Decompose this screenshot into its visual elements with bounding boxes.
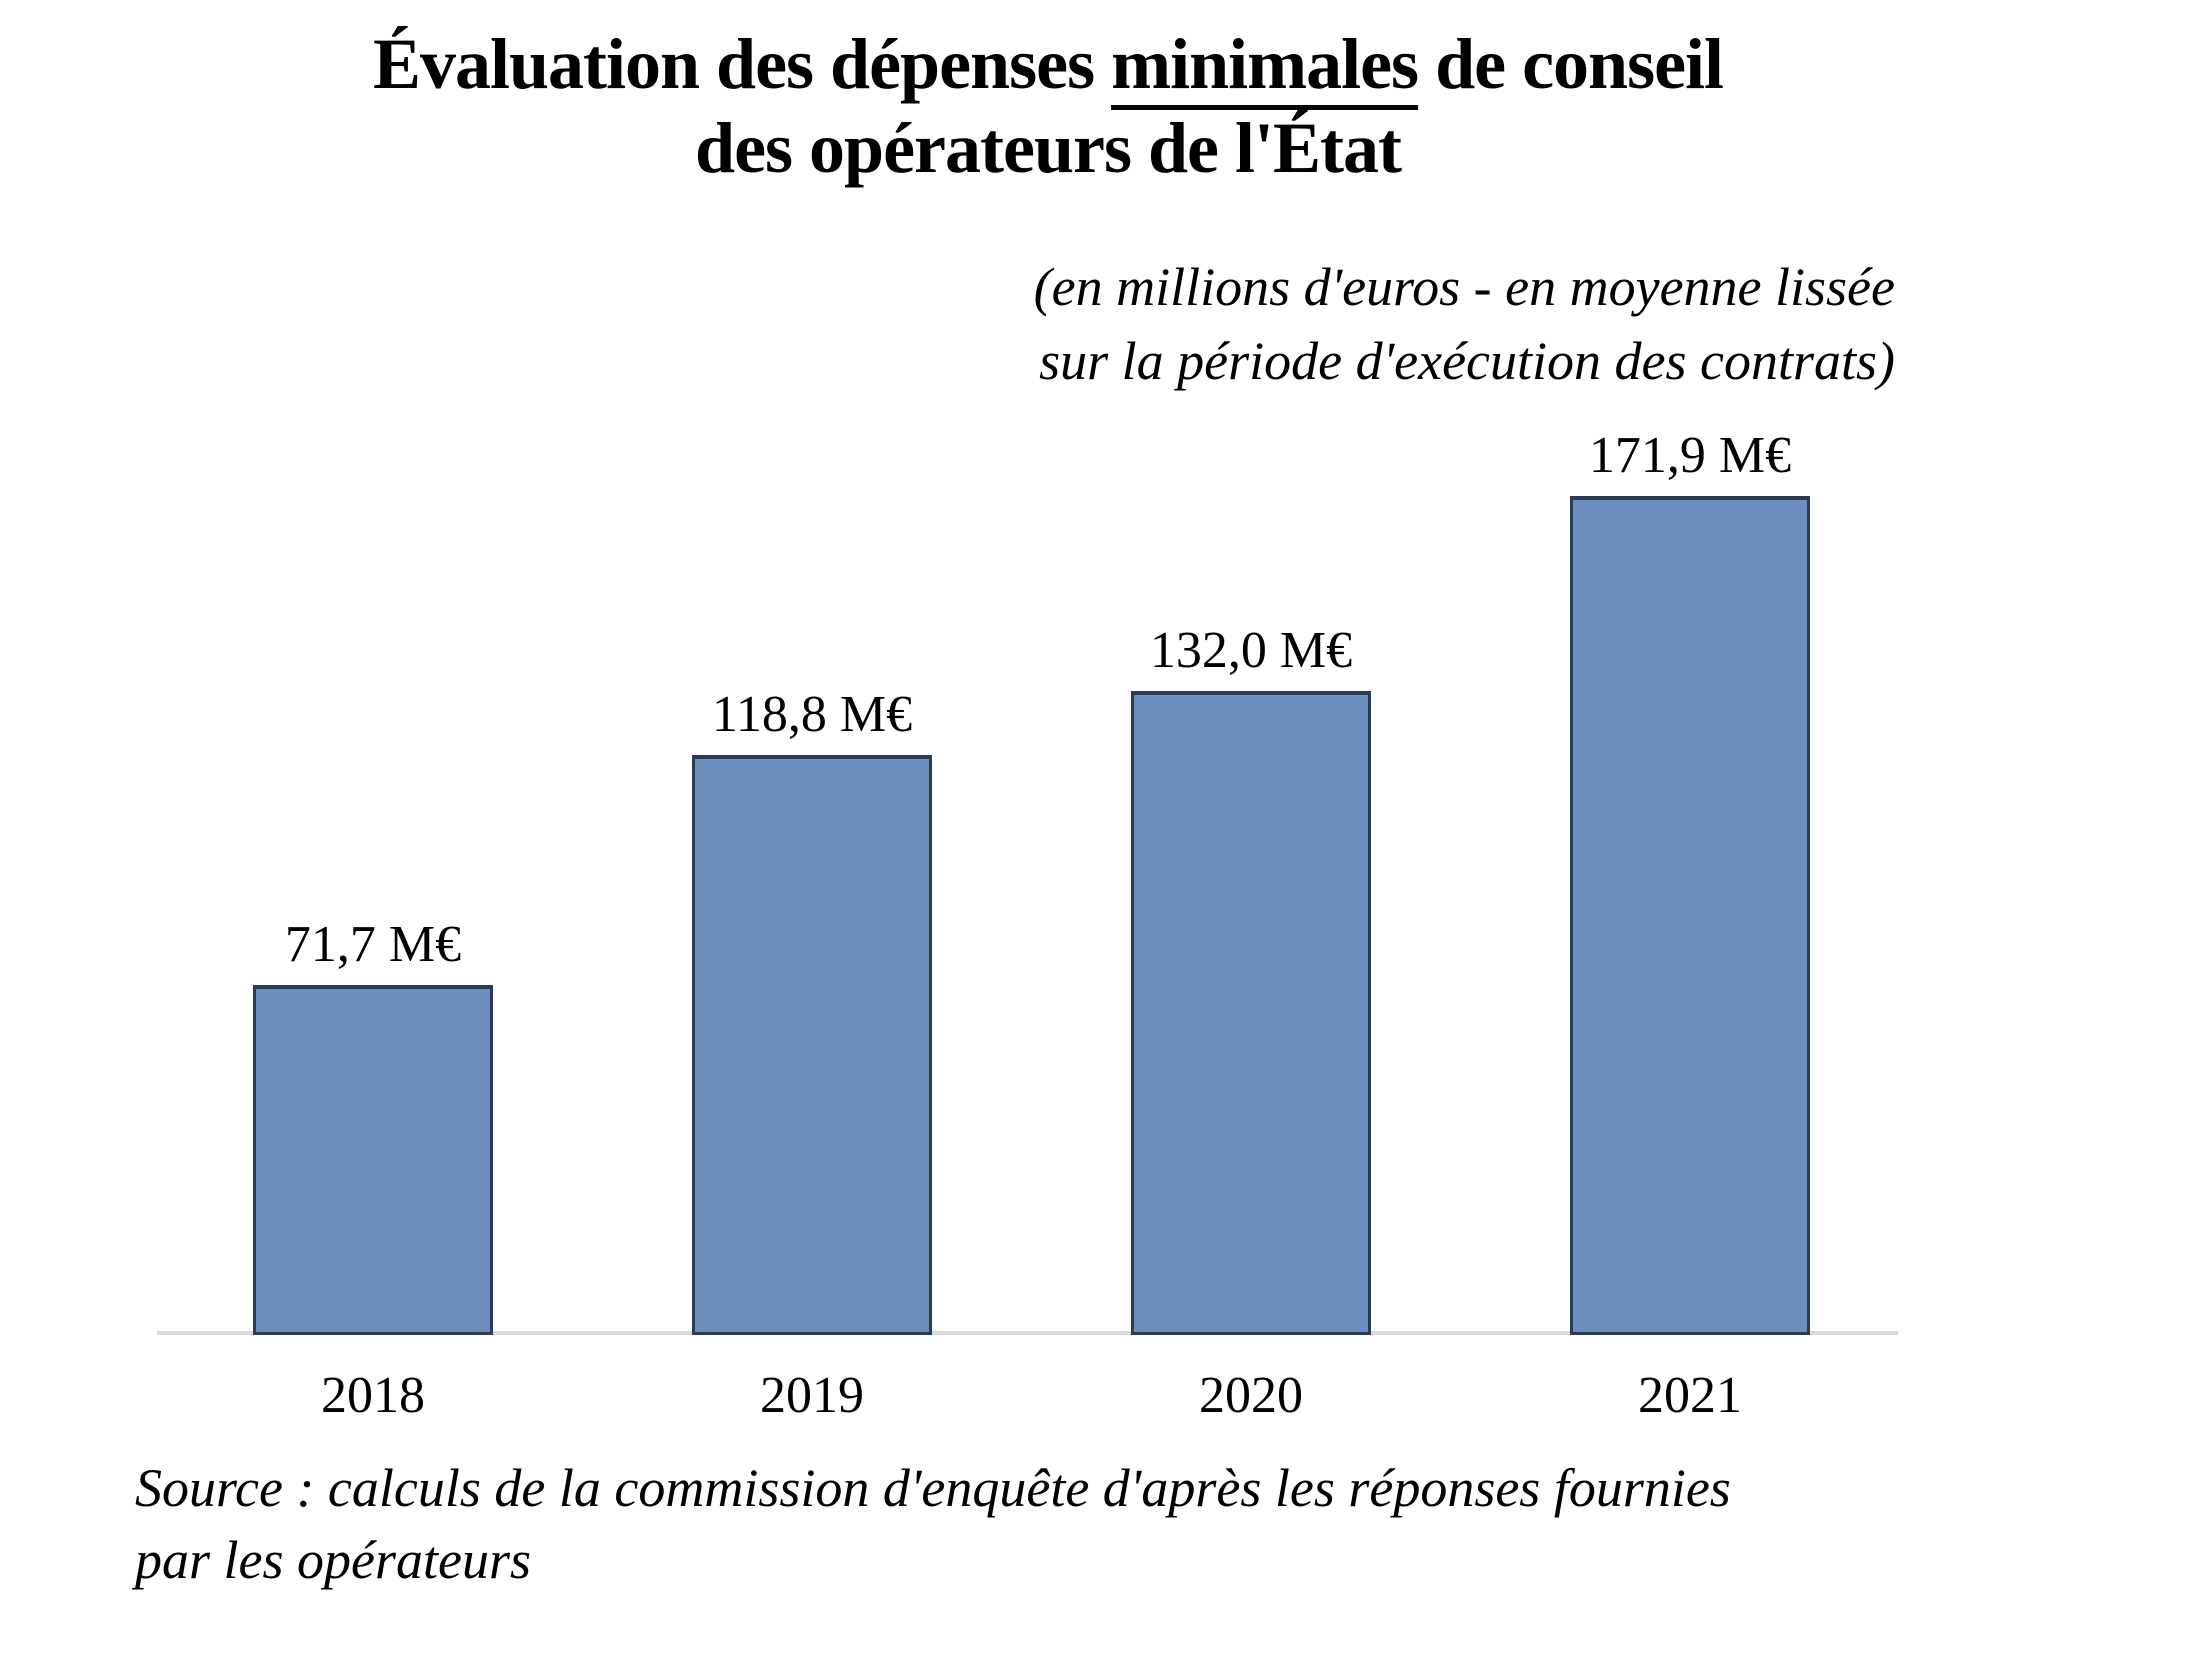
chart-title-line2: des opérateurs de l'État <box>695 108 1402 188</box>
x-axis-label: 2018 <box>321 1367 425 1424</box>
bar-2019 <box>692 755 932 1335</box>
x-axis-label: 2019 <box>760 1367 864 1424</box>
bar-value-label: 71,7 M€ <box>284 916 462 973</box>
chart-subtitle-line2: sur la période d'exécution des contrats) <box>1039 331 1895 391</box>
chart-subtitle-line1: (en millions d'euros - en moyenne lissée <box>1033 257 1895 317</box>
chart-source-line2: par les opérateurs <box>135 1530 531 1590</box>
x-axis-label: 2021 <box>1638 1367 1742 1424</box>
bar-value-label: 132,0 M€ <box>1149 622 1353 679</box>
bar-value-label: 171,9 M€ <box>1588 427 1792 484</box>
chart-subtitle: (en millions d'euros - en moyenne lissée… <box>0 250 1895 398</box>
chart-title-suffix: de conseil <box>1418 24 1724 104</box>
chart-title-line1: Évaluation des dépenses minimales de con… <box>0 22 2096 110</box>
x-axis-line <box>157 1331 1898 1335</box>
x-axis-label: 2020 <box>1199 1367 1303 1424</box>
chart-title-prefix: Évaluation des dépenses <box>372 24 1112 104</box>
chart-source-line1: Source : calculs de la commission d'enqu… <box>135 1458 1731 1518</box>
chart-title: Évaluation des dépenses minimales de con… <box>0 22 2096 190</box>
bar-2018 <box>253 985 493 1335</box>
bar-2020 <box>1131 691 1371 1335</box>
bar-value-label: 118,8 M€ <box>711 686 913 743</box>
chart-title-underlined-word: minimales <box>1111 24 1419 110</box>
chart-source: Source : calculs de la commission d'enqu… <box>135 1452 2035 1596</box>
bar-2021 <box>1570 496 1810 1335</box>
